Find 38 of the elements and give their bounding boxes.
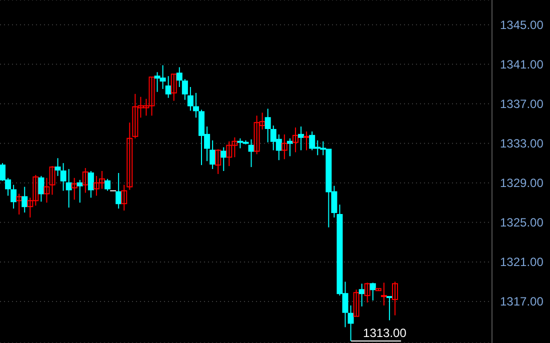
candlestick	[76, 179, 83, 204]
y-tick-label: 1321.00	[500, 255, 544, 270]
candlestick	[44, 177, 50, 204]
annotation: 1313.00	[363, 326, 407, 340]
candlestick	[286, 138, 293, 157]
y-tick-label: 1337.00	[500, 97, 544, 112]
candlestick	[88, 170, 94, 198]
candlestick	[386, 296, 392, 321]
candlestick	[16, 193, 22, 215]
candlestick	[380, 282, 387, 306]
candlestick	[304, 130, 310, 151]
candlestick	[82, 168, 88, 194]
candlestick	[292, 127, 298, 153]
candlestick	[116, 172, 122, 210]
candlestick	[22, 186, 28, 214]
y-tick-label: 1329.00	[500, 176, 544, 190]
candlestick	[364, 282, 370, 303]
candlestick	[104, 178, 111, 192]
candlestick	[298, 126, 304, 151]
candlestick	[348, 304, 354, 342]
candlestick	[121, 184, 128, 212]
candlestick	[358, 283, 365, 307]
candlestick	[281, 134, 288, 160]
candlestick	[370, 282, 376, 301]
candlestick	[215, 148, 222, 174]
y-tick-label: 1333.00	[500, 136, 544, 151]
y-tick-label: 1325.00	[500, 216, 544, 230]
candlestick	[353, 289, 360, 317]
candlestick	[170, 74, 177, 102]
y-tick-label: 1341.00	[500, 58, 544, 72]
candlestick	[49, 166, 56, 196]
candlestick	[220, 146, 227, 172]
candlestick	[38, 175, 44, 202]
candlestick	[71, 177, 78, 200]
y-tick-label: 1345.00	[500, 18, 544, 32]
candlestick	[392, 281, 398, 316]
candlestick	[165, 76, 172, 98]
y-tick-label: 1317.00	[500, 294, 544, 309]
